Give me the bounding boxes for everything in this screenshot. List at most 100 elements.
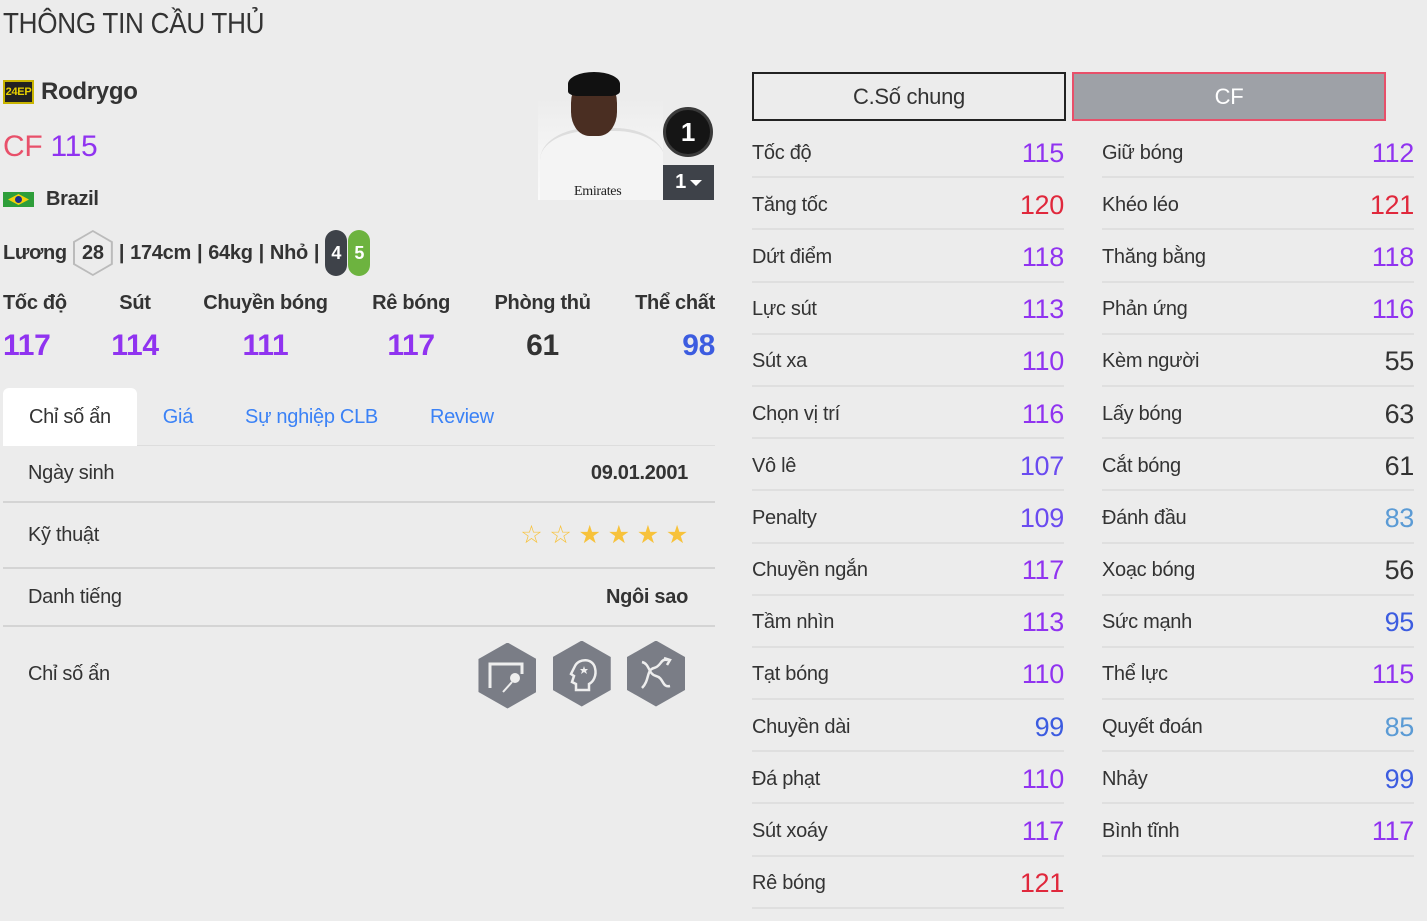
stat-value: 61 <box>1384 450 1415 481</box>
position-stats-button[interactable]: CF <box>1072 72 1386 121</box>
stat-label: Giữ bóng <box>1102 141 1184 164</box>
weight: 64kg <box>208 241 253 264</box>
stat-row: Tốc độ 115 <box>752 126 1064 179</box>
player-name: Rodrygo <box>41 78 138 105</box>
position-ovr: CF 115 <box>3 130 98 164</box>
stat-row: Rê bóng 121 <box>752 857 1064 909</box>
main-stat-value: 117 <box>3 329 51 362</box>
main-stat-value: 117 <box>387 329 435 362</box>
stat-label: Cắt bóng <box>1102 454 1181 477</box>
stat-label: Đánh đầu <box>1102 506 1187 529</box>
body-type: Nhỏ <box>269 241 308 264</box>
main-stats: Tốc độ 117 Sút 114 Chuyền bóng 111 Rê bóng 117 P… <box>3 292 715 363</box>
stat-row: Vô lê 107 <box>752 439 1064 492</box>
goal-shot-icon[interactable] <box>478 642 537 709</box>
star-empty-icon: ☆ <box>520 521 543 549</box>
sponsor-text: Emirates <box>574 184 622 199</box>
stat-row: Thể lực 115 <box>1102 648 1414 701</box>
main-stat: Rê bóng 117 <box>372 292 450 363</box>
stat-label: Penalty <box>752 506 817 529</box>
player-name-row: 24EP Rodrygo <box>3 78 138 106</box>
stat-label: Tạt bóng <box>752 663 829 686</box>
position: CF <box>3 130 43 163</box>
player-info: Lương 28 | 174cm | 64kg | Nhỏ | 4 5 <box>3 230 371 276</box>
stat-label: Dứt điểm <box>752 245 832 268</box>
main-stat: Chuyền bóng 111 <box>203 292 328 363</box>
left-foot-icon: 4 <box>325 230 348 276</box>
main-stat: Phòng thủ 61 <box>494 292 590 363</box>
stat-label: Chuyền dài <box>752 715 851 738</box>
stat-value: 117 <box>1021 816 1064 847</box>
stat-label: Vô lê <box>752 454 797 477</box>
tab-2[interactable]: Sự nghiệp CLB <box>245 405 378 428</box>
stat-row: Giữ bóng 112 <box>1102 126 1414 179</box>
star-head-icon[interactable] <box>552 640 611 707</box>
stat-row: Quyết đoán 85 <box>1102 700 1414 753</box>
brazil-flag-icon <box>3 192 34 207</box>
main-stat-label: Rê bóng <box>372 292 451 314</box>
nation-name: Brazil <box>46 188 99 210</box>
level-select-value: 1 <box>675 171 686 193</box>
stat-row: Phản ứng 116 <box>1102 283 1414 335</box>
star-empty-icon: ☆ <box>549 521 572 549</box>
chevron-down-icon <box>689 179 702 186</box>
stat-row: Chuyền ngắn 117 <box>752 544 1064 596</box>
star-filled-icon: ★ <box>578 521 601 549</box>
stat-label: Kèm người <box>1102 350 1200 373</box>
stat-value: 113 <box>1021 607 1064 638</box>
main-stat-value: 114 <box>111 329 159 362</box>
stat-label: Lực sút <box>752 298 817 321</box>
stat-label: Sức mạnh <box>1102 611 1192 634</box>
stat-row: Kèm người 55 <box>1102 335 1414 387</box>
birth-label: Ngày sinh <box>28 462 115 484</box>
skill-stars: ☆ ☆ ★ ★ ★ ★ <box>513 520 688 550</box>
main-stat-label: Thể chất <box>635 292 715 314</box>
stat-row: Cắt bóng 61 <box>1102 439 1415 492</box>
main-stat-value: 98 <box>682 329 715 362</box>
stat-value: 112 <box>1371 137 1414 168</box>
reputation-value: Ngôi sao <box>605 585 688 608</box>
stat-row: Đánh đầu 83 <box>1102 491 1414 544</box>
sep: | <box>313 241 320 264</box>
tab-3[interactable]: Review <box>429 405 494 428</box>
stat-row: Tạt bóng 110 <box>752 648 1064 701</box>
sep: | <box>118 241 125 264</box>
stat-row: Dứt điểm 118 <box>752 230 1064 283</box>
stat-value: 99 <box>1034 711 1065 742</box>
height: 174cm <box>130 241 191 264</box>
stat-label: Chọn vị trí <box>752 402 840 425</box>
stat-row: Khéo léo 121 <box>1102 178 1414 231</box>
stat-row: Lực sút 113 <box>752 283 1064 335</box>
stats-column-right: Giữ bóng 112 Khéo léo 121 Thăng bằng 118 Phản … <box>1102 126 1414 857</box>
salary-badge: 28 <box>72 230 113 276</box>
level-select[interactable]: 1 <box>663 165 714 200</box>
reputation-label: Danh tiếng <box>28 585 122 608</box>
stat-label: Chuyền ngắn <box>752 559 868 582</box>
main-stat-label: Sút <box>119 292 151 314</box>
main-stat: Sút 114 <box>111 292 159 363</box>
stat-value: 99 <box>1384 763 1415 794</box>
birth-row: Ngày sinh 09.01.2001 <box>3 446 715 503</box>
stat-value: 55 <box>1384 346 1415 377</box>
stat-row: Penalty 109 <box>752 491 1064 544</box>
traits <box>467 640 685 709</box>
stat-value: 116 <box>1371 294 1414 325</box>
upgrade-level-badge: 1 <box>663 107 713 157</box>
stat-value: 120 <box>1019 189 1064 220</box>
stat-label: Đá phạt <box>752 767 820 790</box>
dribble-path-icon[interactable] <box>627 640 685 707</box>
tab-0[interactable]: Chỉ số ẩn <box>3 388 137 446</box>
stat-value: 115 <box>1021 137 1064 168</box>
tab-1[interactable]: Giá <box>162 405 194 428</box>
stat-value: 107 <box>1019 450 1064 481</box>
stat-value: 117 <box>1021 555 1064 586</box>
reputation-row: Danh tiếng Ngôi sao <box>3 569 715 627</box>
stat-label: Sút xa <box>752 350 807 373</box>
general-stats-button[interactable]: C.Số chung <box>752 72 1066 121</box>
stat-label: Thăng bằng <box>1102 245 1206 268</box>
tabs: Chỉ số ẩn Giá Sự nghiệp CLB Review <box>3 388 715 446</box>
stat-row: Tầm nhìn 113 <box>752 596 1064 648</box>
stat-label: Khéo léo <box>1102 193 1179 216</box>
stat-row: Sút xoáy 117 <box>752 804 1064 857</box>
stat-row: Đá phạt 110 <box>752 752 1064 805</box>
